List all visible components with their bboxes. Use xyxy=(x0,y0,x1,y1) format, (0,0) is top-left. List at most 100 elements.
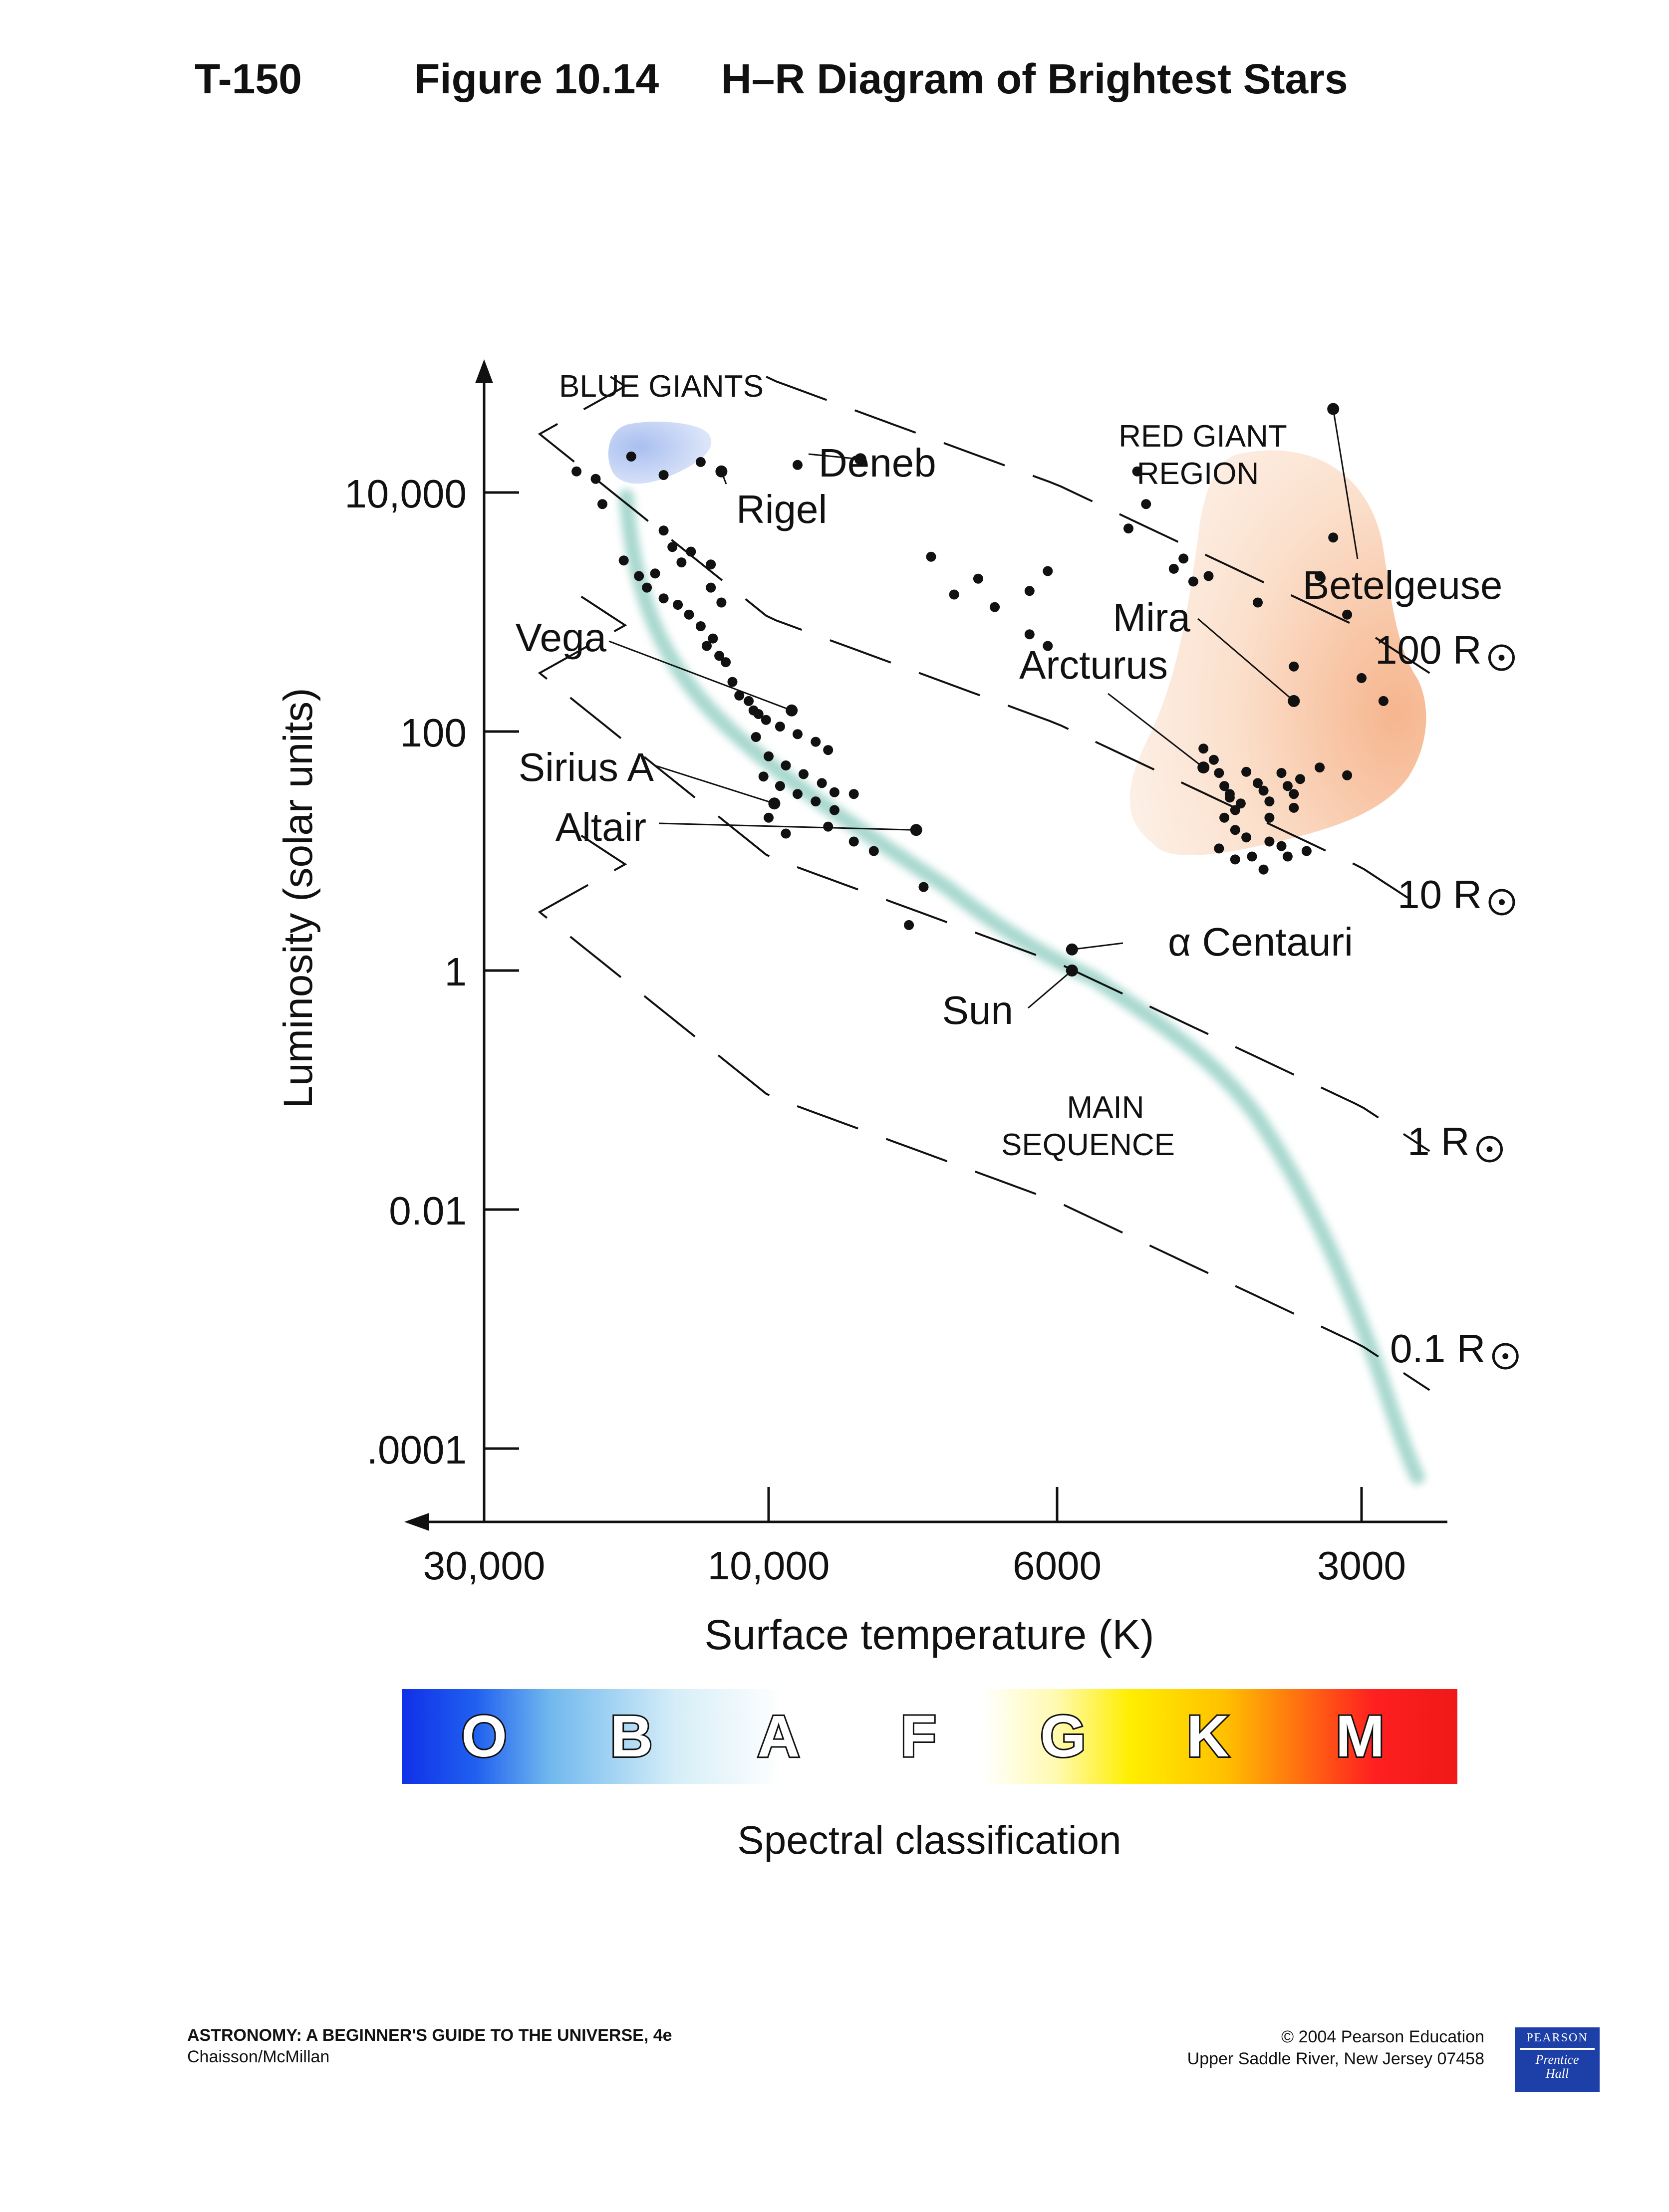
star-point xyxy=(1219,812,1230,823)
star-label: Sun xyxy=(942,988,1013,1032)
star-point xyxy=(1123,523,1133,534)
star-point xyxy=(793,789,803,799)
sun-symbol-icon xyxy=(1488,644,1515,671)
star-label: Betelgeuse xyxy=(1303,563,1502,607)
star-point xyxy=(1315,762,1325,773)
star-point xyxy=(1289,789,1299,799)
star-label-leader xyxy=(1332,409,1359,559)
publisher-logo: PEARSON Prentice Hall xyxy=(1515,2027,1600,2092)
y-tick-label: 0.01 xyxy=(389,1189,467,1233)
star-point xyxy=(1258,785,1269,796)
star-point xyxy=(758,771,769,782)
star-label: Arcturus xyxy=(1019,643,1168,687)
figure-title: H–R Diagram of Brightest Stars xyxy=(721,55,1348,102)
star-label: Sirius A xyxy=(519,745,654,789)
footer-authors: Chaisson/McMillan xyxy=(187,2047,330,2066)
star-point xyxy=(1247,851,1257,862)
star-label: Rigel xyxy=(736,487,827,531)
star-point xyxy=(702,641,712,651)
star-point xyxy=(1289,802,1299,813)
star-point xyxy=(761,715,771,725)
star-point xyxy=(590,474,601,484)
star-label-leader xyxy=(808,453,861,460)
star-point xyxy=(1208,754,1219,765)
star-point xyxy=(1198,743,1209,754)
named-star-point xyxy=(1066,943,1078,956)
y-axis-label: Luminosity (solar units) xyxy=(276,688,321,1108)
star-point xyxy=(571,466,582,477)
star-label-leader xyxy=(1108,693,1204,768)
star-point xyxy=(727,677,738,687)
star-point xyxy=(1264,796,1275,807)
star-point xyxy=(658,525,669,536)
sun-symbol-icon xyxy=(1492,1343,1519,1370)
star-point xyxy=(823,821,834,832)
sun-symbol-dot xyxy=(1486,1146,1493,1152)
star-point xyxy=(667,542,678,552)
star-point xyxy=(1214,843,1224,854)
star-point xyxy=(1188,576,1198,587)
star-point xyxy=(714,651,725,661)
star-point xyxy=(1295,774,1305,784)
star-point xyxy=(1168,563,1179,574)
x-axis-arrow xyxy=(404,1513,429,1531)
region-label: BLUE GIANTS xyxy=(559,369,764,404)
sun-symbol-icon xyxy=(1488,889,1515,916)
star-point xyxy=(650,568,660,579)
star-point xyxy=(764,751,774,761)
star-point xyxy=(1241,832,1252,843)
named-star-point xyxy=(1197,761,1210,774)
star-point xyxy=(848,836,859,847)
star-point xyxy=(781,760,791,770)
star-point xyxy=(793,729,803,739)
star-label: Mira xyxy=(1113,595,1190,640)
hr-diagram-chart: 100 R 10 R 1 R 0.1 R 10,000 100 1 0.01 .0001 30,… xyxy=(276,359,1519,1862)
star-point xyxy=(1203,571,1214,581)
star-point xyxy=(1276,768,1287,778)
x-tick-label: 6000 xyxy=(1013,1543,1102,1588)
sun-symbol-icon xyxy=(1476,1136,1503,1163)
radius-line-label: 1 R xyxy=(1407,1119,1470,1164)
star-point xyxy=(848,789,859,799)
star-point xyxy=(799,769,809,779)
region-label: RED GIANT xyxy=(1118,419,1287,454)
star-point xyxy=(634,571,644,581)
region-label: MAIN xyxy=(1067,1090,1144,1125)
star-point xyxy=(1235,798,1246,809)
radius-line xyxy=(766,376,1430,674)
spectral-classification-bar xyxy=(402,1689,1457,1784)
sun-symbol-dot xyxy=(1498,899,1505,905)
star-point xyxy=(1141,499,1151,509)
star-label-leader xyxy=(608,640,792,712)
star-point xyxy=(1219,781,1230,791)
star-point xyxy=(706,559,716,570)
star-point xyxy=(676,557,687,568)
star-point xyxy=(1328,532,1339,543)
star-point xyxy=(1258,864,1269,875)
star-point xyxy=(1282,781,1293,791)
logo-bottom-text-2: Hall xyxy=(1545,2066,1569,2081)
star-point xyxy=(734,690,745,701)
red-giant-region xyxy=(1129,450,1426,855)
star-point xyxy=(823,745,834,755)
star-point xyxy=(1301,846,1312,856)
star-point xyxy=(686,546,696,557)
star-point xyxy=(1132,466,1142,477)
y-tick-label: 10,000 xyxy=(344,472,467,516)
figure-number: Figure 10.14 xyxy=(414,55,659,102)
star-point xyxy=(684,609,694,620)
star-point xyxy=(751,732,761,742)
star-label: α Centauri xyxy=(1168,920,1353,964)
x-tick-label: 30,000 xyxy=(423,1543,546,1588)
star-point xyxy=(1214,768,1224,778)
spectral-class-letter: O xyxy=(461,1704,507,1769)
star-point xyxy=(708,633,718,644)
spectral-class-letter: K xyxy=(1186,1704,1229,1769)
named-star-point xyxy=(854,453,866,466)
page-code: T-150 xyxy=(195,55,302,102)
radius-line-label: 100 R xyxy=(1375,628,1481,672)
star-point xyxy=(1043,641,1053,651)
star-point xyxy=(1315,571,1325,581)
star-label: Deneb xyxy=(819,441,936,485)
star-label-leader xyxy=(1072,942,1123,951)
